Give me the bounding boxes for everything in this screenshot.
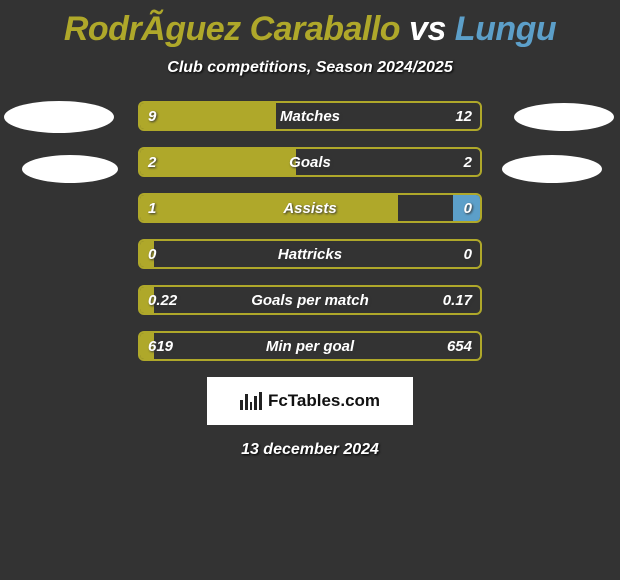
stat-row: 2Goals2 [138,147,482,177]
avatar-placeholder-right-top [514,103,614,131]
stat-value-right: 2 [464,149,472,175]
stat-value-right: 0.17 [443,287,472,313]
bars-icon [240,392,262,410]
stat-label: Goals [140,149,480,175]
source-badge: FcTables.com [207,377,413,425]
comparison-chart: 9Matches122Goals21Assists00Hattricks00.2… [0,101,620,361]
player-right-name: Lungu [455,10,556,48]
avatar-placeholder-right-bottom [502,155,602,183]
avatar-placeholder-left-top [4,101,114,133]
stat-label: Min per goal [140,333,480,359]
stat-label: Hattricks [140,241,480,267]
stat-value-right: 0 [464,241,472,267]
subtitle: Club competitions, Season 2024/2025 [0,59,620,77]
player-left-name: RodrÃ­guez Caraballo [64,10,400,48]
stat-bars-container: 9Matches122Goals21Assists00Hattricks00.2… [138,101,482,361]
stat-label: Matches [140,103,480,129]
stat-value-right: 0 [464,195,472,221]
date-label: 13 december 2024 [0,441,620,459]
stat-row: 0Hattricks0 [138,239,482,269]
stat-row: 9Matches12 [138,101,482,131]
page-title: RodrÃ­guez Caraballo vs Lungu [0,0,620,49]
avatar-placeholder-left-bottom [22,155,118,183]
vs-separator: vs [409,10,455,48]
stat-value-right: 12 [455,103,472,129]
stat-row: 619Min per goal654 [138,331,482,361]
stat-label: Assists [140,195,480,221]
stat-row: 1Assists0 [138,193,482,223]
stat-label: Goals per match [140,287,480,313]
stat-row: 0.22Goals per match0.17 [138,285,482,315]
stat-value-right: 654 [447,333,472,359]
source-text: FcTables.com [268,391,380,411]
